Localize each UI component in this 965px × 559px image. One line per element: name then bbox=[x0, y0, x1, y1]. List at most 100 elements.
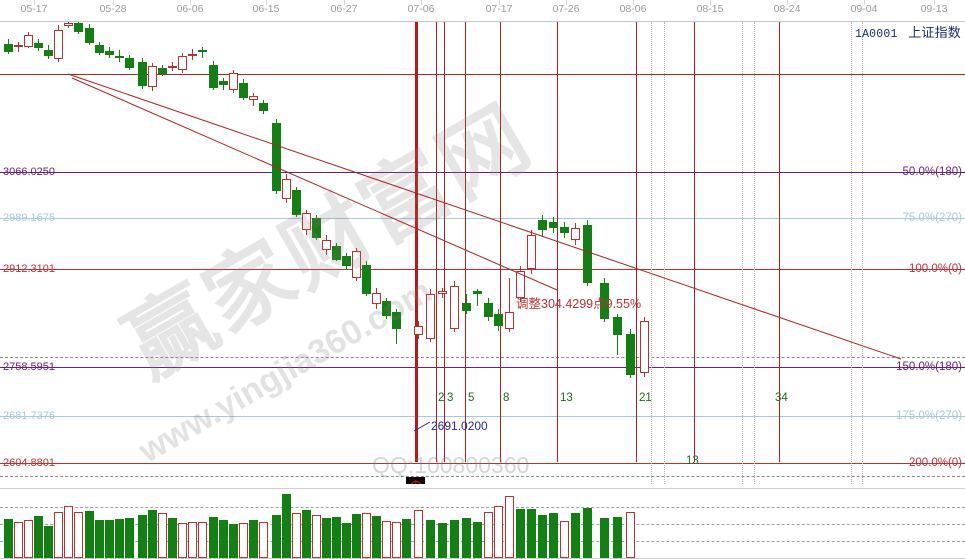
candle-body bbox=[198, 50, 207, 53]
volume-bar bbox=[600, 518, 609, 558]
fib-level-line bbox=[0, 269, 965, 270]
date-tick-label: 06-27 bbox=[330, 3, 358, 15]
candle-body bbox=[342, 256, 351, 267]
candle-body bbox=[372, 292, 381, 305]
date-tickmark bbox=[421, 0, 422, 5]
volume-bar bbox=[362, 513, 371, 558]
candle-body bbox=[392, 312, 401, 329]
volume-bar bbox=[626, 511, 635, 558]
volume-bar bbox=[24, 520, 33, 558]
date-tick-label: 07-17 bbox=[485, 3, 513, 15]
candle-body bbox=[125, 58, 134, 69]
date-tickmark bbox=[787, 0, 788, 5]
date-tick-label: 08-06 bbox=[619, 3, 647, 15]
candle-body bbox=[239, 83, 248, 98]
volume-bar bbox=[538, 514, 547, 558]
cycle-count-label: 13 bbox=[686, 455, 699, 467]
candle-body bbox=[178, 55, 187, 70]
candle-body bbox=[272, 122, 281, 192]
candle-body bbox=[583, 224, 592, 283]
candle-body bbox=[148, 65, 157, 88]
date-tick-label: 08-15 bbox=[696, 3, 724, 15]
price-axis-label: 2912.3101 bbox=[3, 263, 55, 275]
candle-body bbox=[74, 22, 83, 32]
fib-percent-label: 75.0%(270) bbox=[902, 212, 962, 224]
cycle-count-label: 3 bbox=[447, 392, 454, 404]
volume-bar bbox=[188, 522, 197, 558]
fib-percent-label: 150.0%(180) bbox=[896, 361, 962, 373]
volume-bar bbox=[219, 519, 228, 558]
candle-body bbox=[560, 226, 569, 234]
cycle-line-projected bbox=[754, 22, 755, 484]
candle-body bbox=[362, 264, 371, 295]
volume-bar bbox=[494, 505, 503, 558]
volume-bar bbox=[382, 520, 391, 558]
date-tick-label: 05-28 bbox=[99, 3, 127, 15]
volume-bar bbox=[178, 523, 187, 558]
date-tick-label: 07-06 bbox=[407, 3, 435, 15]
volume-bar bbox=[549, 513, 558, 558]
cycle-count-label: 8 bbox=[503, 392, 510, 404]
trendline-overlay bbox=[67, 73, 902, 432]
volume-bar bbox=[54, 511, 63, 558]
volume-bar bbox=[85, 511, 94, 558]
volume-bar bbox=[571, 513, 580, 558]
candle-body bbox=[34, 42, 43, 49]
volume-bar bbox=[95, 519, 104, 558]
date-tick-label: 06-15 bbox=[252, 3, 280, 15]
candle-body bbox=[54, 30, 63, 60]
date-tick-label: 09-13 bbox=[920, 3, 948, 15]
price-axis-label: 2681.7376 bbox=[3, 410, 55, 422]
date-tickmark bbox=[710, 0, 711, 5]
power-icon[interactable] bbox=[406, 477, 425, 484]
candle-body bbox=[24, 35, 33, 47]
volume-bar bbox=[64, 506, 73, 558]
cycle-line bbox=[557, 22, 558, 462]
candle-body bbox=[473, 290, 482, 295]
fib-level-line bbox=[0, 367, 965, 368]
candle-body bbox=[382, 300, 391, 316]
volume-bar bbox=[239, 523, 248, 558]
volume-bar bbox=[44, 525, 53, 558]
volume-bar bbox=[34, 516, 43, 558]
volume-bar bbox=[560, 520, 569, 558]
cycle-count-label: 2 bbox=[438, 392, 445, 404]
candle-body bbox=[438, 290, 447, 295]
volume-bar bbox=[516, 509, 525, 558]
date-tickmark bbox=[566, 0, 567, 5]
candle-body bbox=[549, 221, 558, 229]
volume-panel[interactable] bbox=[0, 488, 965, 559]
volume-gridline bbox=[0, 507, 965, 508]
date-tickmark bbox=[34, 0, 35, 5]
fib-level-line bbox=[0, 416, 965, 417]
candle-body bbox=[505, 312, 514, 329]
volume-bar bbox=[209, 516, 218, 558]
candle-body bbox=[4, 44, 13, 52]
volume-bar bbox=[484, 511, 493, 558]
candle-body bbox=[494, 314, 503, 326]
candle-body bbox=[158, 68, 167, 74]
date-tick-label: 07-26 bbox=[552, 3, 580, 15]
candle-body bbox=[282, 178, 291, 199]
volume-bar bbox=[527, 509, 536, 558]
fib-level-line bbox=[0, 463, 965, 464]
candle-body bbox=[292, 190, 301, 216]
volume-bar bbox=[138, 514, 147, 558]
volume-bar bbox=[342, 523, 351, 558]
watermark-url: www.yingjia360.com bbox=[132, 271, 439, 471]
candle-body bbox=[85, 27, 94, 44]
date-tick-label: 09-04 bbox=[850, 3, 878, 15]
candle-body bbox=[312, 218, 321, 239]
dashed-guide-line bbox=[0, 476, 965, 477]
price-axis-label: 3066.0250 bbox=[3, 166, 55, 178]
volume-gridline bbox=[0, 541, 965, 542]
cycle-count-label: 21 bbox=[639, 392, 652, 404]
volume-bar bbox=[352, 513, 361, 558]
price-axis-label: 2604.8801 bbox=[3, 457, 55, 469]
volume-bar bbox=[198, 521, 207, 558]
cycle-line-projected bbox=[851, 22, 852, 484]
price-axis-label: 2758.5951 bbox=[3, 361, 55, 373]
volume-bar bbox=[105, 519, 114, 558]
cycle-line bbox=[436, 22, 437, 462]
